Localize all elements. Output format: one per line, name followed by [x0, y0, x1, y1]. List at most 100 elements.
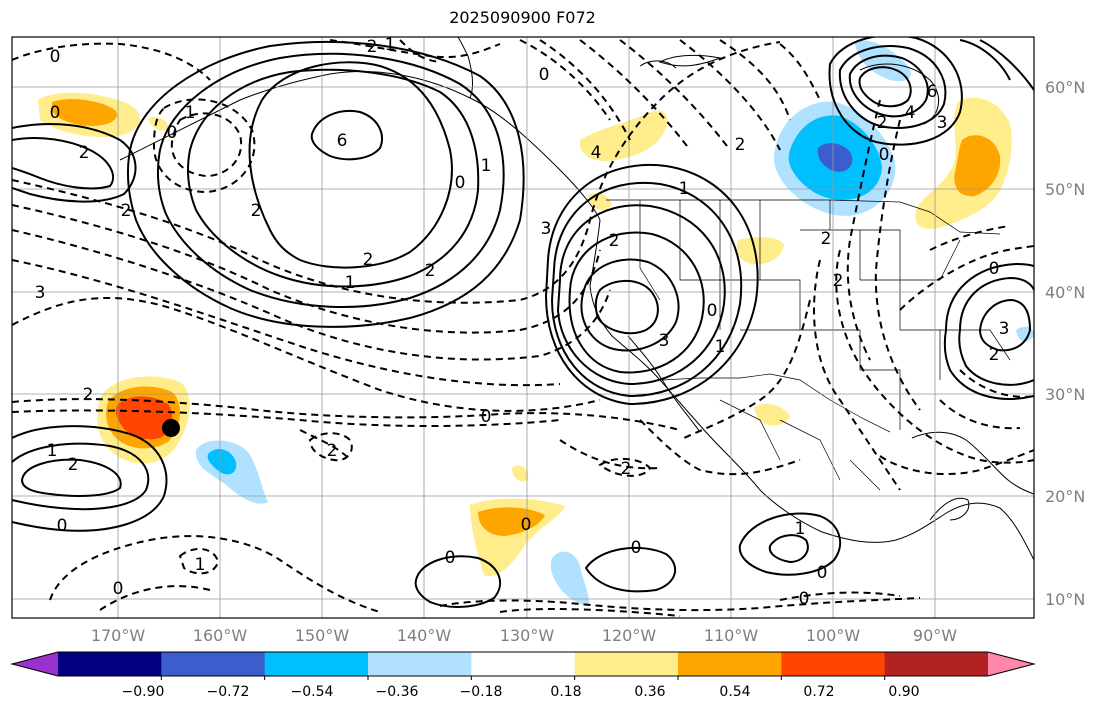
contour-label: 0	[989, 259, 1000, 279]
colorbar	[10, 651, 1036, 680]
contour-label: 0	[167, 123, 178, 143]
contour-label: 2	[83, 385, 94, 405]
contour-label: 0	[879, 145, 890, 165]
state-lines-east	[860, 229, 1011, 430]
alaska-aleutian-coast	[119, 71, 601, 221]
contour-label: 0	[445, 548, 456, 568]
colorbar-tick-label: 0.90	[888, 684, 920, 700]
contour-label: 2	[821, 229, 832, 249]
typhoon-position-marker	[162, 419, 180, 437]
lat-label-10n: 10°N	[1045, 590, 1086, 609]
contour-label: 2	[609, 231, 620, 251]
colorbar-segment	[58, 652, 162, 676]
colorbar-tick-label: 0.72	[803, 684, 835, 700]
colorbar-extend-min	[12, 652, 58, 676]
contour-label: 2	[989, 345, 1000, 365]
lon-label-170w: 170°W	[90, 626, 146, 645]
contour-label: 0	[481, 407, 492, 427]
colorbar-segment	[884, 652, 989, 676]
contour-label: 0	[817, 563, 828, 583]
contour-label: 1	[195, 555, 206, 575]
contour-label: 2	[251, 201, 262, 221]
contour-label: 6	[927, 82, 938, 102]
lon-label-110w: 110°W	[703, 626, 759, 645]
lat-label-50n: 50°N	[1045, 180, 1086, 199]
contour-label: 0	[50, 103, 61, 123]
colorbar-segment	[471, 652, 576, 676]
map-plot-area: 0 0 2 1 2 0 6 2 1 0 2 1 2 1 1 3 0 6 4 3 …	[12, 35, 1034, 618]
colorbar-segment	[264, 652, 369, 676]
contour-label: 2	[833, 271, 844, 291]
contour-label: 2	[621, 459, 632, 479]
political-borders	[606, 199, 1011, 491]
contour-labels: 0 0 2 1 2 0 6 2 1 0 2 1 2 1 1 3 0 6 4 3 …	[35, 35, 1010, 609]
lon-label-90w: 90°W	[912, 626, 958, 645]
colorbar-tick-label: 0.36	[634, 684, 666, 700]
contour-label: 2	[327, 441, 338, 461]
contour-label: 3	[999, 319, 1010, 339]
canada-low-contour	[838, 45, 947, 129]
us-mexico-border	[661, 373, 891, 433]
colorbar-tick-label: −0.90	[121, 684, 165, 700]
west-pacific-high-contour	[20, 458, 122, 497]
lat-label-60n: 60°N	[1045, 78, 1086, 97]
contour-label: 3	[659, 331, 670, 351]
contour-label: 0	[57, 516, 68, 536]
contour-label: 0	[539, 65, 550, 85]
map-title: 2025090900 F072	[449, 8, 596, 27]
yucatan	[929, 497, 970, 521]
contour-label: 2	[363, 250, 374, 270]
colorbar-tick-label: −0.54	[290, 684, 334, 700]
contour-label: 2	[367, 37, 378, 57]
dashed-contours	[12, 39, 1034, 617]
contour-label: 3	[541, 219, 552, 239]
contour-label: 1	[795, 519, 806, 539]
lat-label-30n: 30°N	[1045, 385, 1086, 404]
positive-anomaly-gulf-alaska	[579, 110, 668, 162]
contour-label: 1	[715, 337, 726, 357]
lon-label-150w: 150°W	[294, 626, 350, 645]
contour-label: 2	[79, 143, 90, 163]
colorbar-segment	[161, 652, 266, 676]
colorbar-segment	[678, 652, 782, 676]
colorbar-tick-label: 0.18	[550, 684, 582, 700]
contour-label: 3	[937, 113, 948, 133]
low-contour-aleutian	[170, 112, 243, 178]
lon-label-100w: 100°W	[805, 626, 861, 645]
shaded-anomalies	[38, 40, 1034, 606]
colorbar-segment	[368, 652, 472, 676]
gulf-of-mexico-coast	[911, 431, 1034, 495]
contour-label: 0	[631, 538, 642, 558]
contour-label: 0	[707, 301, 718, 321]
contour-label: 0	[799, 589, 810, 609]
contour-label: 1	[385, 35, 396, 55]
contour-label: 0	[455, 173, 466, 193]
contour-label: 1	[481, 156, 492, 176]
east-high-contour	[958, 276, 1034, 386]
lat-label-20n: 20°N	[1045, 487, 1086, 506]
contour-label: 4	[905, 103, 916, 123]
contour-label: 1	[345, 273, 356, 293]
contour-label: 0	[113, 579, 124, 599]
contour-label: 6	[337, 131, 348, 151]
contour-label: 4	[591, 143, 602, 163]
contour-label: 2	[68, 455, 79, 475]
ridge-contour	[248, 61, 453, 269]
lon-label-130w: 130°W	[499, 626, 555, 645]
lon-label-140w: 140°W	[396, 626, 452, 645]
contour-label: 2	[735, 135, 746, 155]
colorbar-tick-label: −0.72	[206, 684, 250, 700]
colorbar-segment	[574, 652, 679, 676]
colorbar-tick-label: 0.54	[719, 684, 751, 700]
lon-label-160w: 160°W	[192, 626, 248, 645]
contour-label: 3	[35, 283, 46, 303]
colorbar-outline	[10, 651, 1036, 677]
contour-label: 2	[877, 113, 888, 133]
california-low-contour	[594, 280, 659, 335]
contour-label: 1	[47, 441, 58, 461]
lat-label-40n: 40°N	[1045, 283, 1086, 302]
contour-label: 0	[50, 47, 61, 67]
contour-label: 1	[185, 103, 196, 123]
colorbar-segment	[781, 652, 886, 676]
